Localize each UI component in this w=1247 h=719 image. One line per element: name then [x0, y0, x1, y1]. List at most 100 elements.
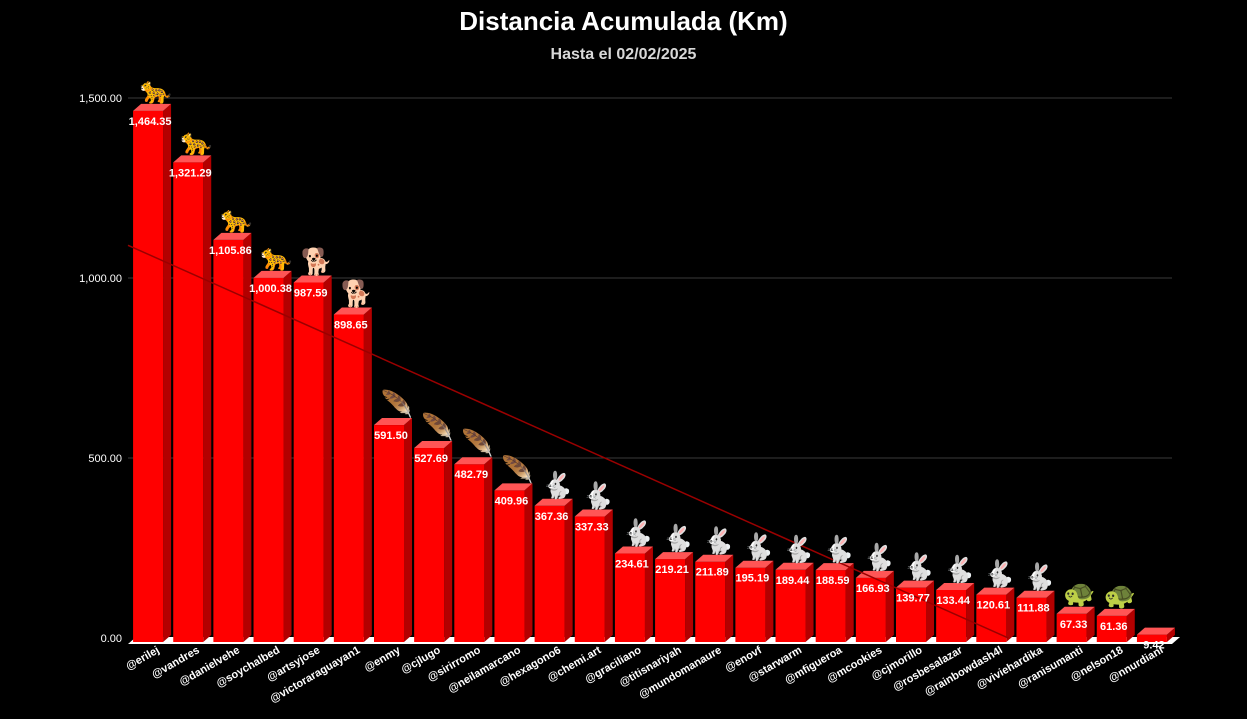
bar — [855, 570, 894, 642]
bar — [735, 560, 774, 642]
bar-front — [775, 569, 806, 642]
bar-front — [815, 570, 846, 642]
leopard-icon: 🐆 — [260, 243, 292, 273]
bar — [133, 103, 172, 643]
bar-top — [534, 498, 573, 506]
bar-top — [614, 546, 653, 554]
bar-front — [936, 589, 967, 642]
bar-side — [765, 560, 774, 642]
bar-front — [173, 162, 204, 642]
bar-front — [534, 505, 565, 642]
data-label: 367.36 — [535, 511, 569, 523]
bar-top — [574, 509, 613, 517]
bar-side — [1126, 608, 1135, 642]
data-label: 234.61 — [615, 559, 649, 571]
leopard-icon: 🐆 — [220, 205, 252, 235]
bar-front — [1136, 634, 1167, 642]
data-label: 133.44 — [936, 595, 971, 607]
bar-front — [293, 282, 324, 642]
data-label: 1,321.29 — [169, 167, 212, 179]
rabbit-icon: 🐇 — [622, 518, 654, 549]
bar — [1136, 627, 1175, 642]
bar — [655, 552, 694, 642]
data-label: 591.50 — [374, 430, 408, 442]
bar-top — [655, 552, 694, 560]
rabbit-icon: 🐇 — [1023, 562, 1055, 593]
bar-top — [253, 270, 292, 278]
rabbit-icon: 🐇 — [823, 534, 855, 565]
turtle-icon: 🐢 — [1063, 579, 1095, 609]
bar-front — [574, 516, 605, 642]
bar-top — [775, 562, 814, 570]
bar-side — [805, 562, 814, 642]
bar-front — [855, 577, 886, 642]
rabbit-icon: 🐇 — [582, 481, 614, 512]
data-label: 120.61 — [976, 600, 1010, 612]
data-label: 9.42 — [1143, 640, 1164, 652]
bar — [695, 554, 734, 642]
data-label: 111.88 — [1017, 603, 1049, 615]
bar — [896, 580, 934, 642]
bar — [494, 483, 533, 642]
bar-icons: 🐆🐆🐆🐆 🐕🐕🪶🪶🪶🪶🐇 🐇🐇 🐇 🐇 🐇 🐇 🐇 🐇 🐇 🐇 🐇 🐇🐢 🐢 — [140, 76, 1136, 611]
data-label: 409.96 — [495, 495, 529, 507]
bar-side — [644, 546, 653, 642]
y-tick-label: 1,500.00 — [79, 93, 122, 105]
bar-side — [685, 552, 694, 642]
bar-side — [564, 498, 573, 642]
bar-top — [896, 580, 934, 588]
data-label: 61.36 — [1100, 621, 1128, 633]
bar — [976, 587, 1015, 642]
bar-front — [1056, 613, 1087, 642]
bar-side — [1006, 587, 1015, 642]
data-label: 1,105.86 — [209, 245, 252, 257]
bar-side — [885, 570, 894, 642]
bar — [775, 562, 814, 642]
bar-front — [454, 464, 485, 642]
bar-front — [374, 425, 404, 642]
bar-side — [363, 307, 372, 642]
data-label: 337.33 — [575, 522, 609, 534]
feather-icon: 🪶 — [421, 411, 453, 443]
bar-top — [414, 441, 453, 449]
rabbit-icon: 🐇 — [541, 470, 573, 501]
bar-front — [896, 587, 926, 642]
trendline — [127, 244, 1009, 639]
bar-side — [323, 275, 332, 642]
data-label: 211.89 — [696, 567, 729, 579]
bar-side — [1086, 606, 1095, 642]
bar-front — [133, 110, 164, 643]
bar-side — [725, 554, 734, 642]
rabbit-icon: 🐇 — [742, 532, 774, 563]
bar — [293, 275, 332, 642]
bar-top — [936, 582, 975, 590]
data-label: 527.69 — [414, 453, 448, 465]
bar-front — [735, 567, 766, 642]
bar — [173, 155, 212, 642]
bar — [574, 509, 613, 642]
rabbit-icon: 🐇 — [782, 534, 814, 565]
bar-top — [293, 275, 332, 283]
bar-side — [966, 582, 975, 642]
data-label: 482.79 — [454, 469, 488, 481]
data-label: 195.19 — [736, 573, 770, 585]
bar-top — [374, 418, 412, 426]
bar-top — [1016, 590, 1055, 598]
data-label: 67.33 — [1060, 619, 1088, 631]
data-label: 987.59 — [294, 287, 328, 299]
feather-icon: 🪶 — [501, 453, 533, 485]
bar-side — [163, 103, 172, 643]
leopard-icon: 🐆 — [140, 76, 172, 106]
bar-front — [414, 448, 445, 642]
data-labels: 1,464.35 1,321.29 1,105.86 1,000.38 987.59 89… — [129, 116, 1165, 652]
bar — [333, 307, 372, 642]
y-tick-label: 500.00 — [88, 453, 122, 465]
bar — [936, 582, 975, 642]
data-label: 898.65 — [334, 319, 368, 331]
bar — [1096, 608, 1135, 642]
feather-icon: 🪶 — [461, 427, 493, 459]
bar-side — [604, 509, 613, 642]
data-label: 189.44 — [776, 575, 811, 587]
bar-top — [213, 232, 252, 240]
